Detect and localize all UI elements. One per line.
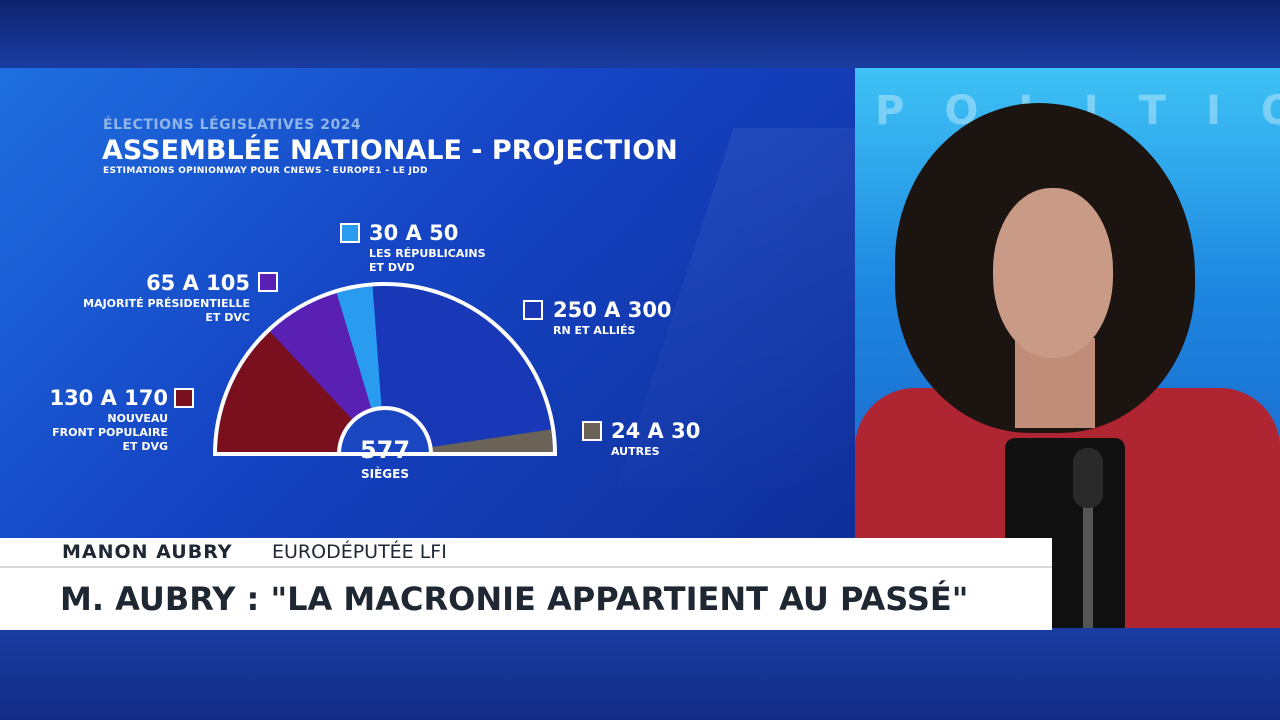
legend-value: 250 A 300 <box>553 298 672 322</box>
legend-party: RN ET ALLIÉS <box>553 324 672 338</box>
hemicycle-segment <box>336 286 382 410</box>
guest-face <box>993 188 1113 358</box>
legend-swatch <box>258 272 278 292</box>
legend-party: LES RÉPUBLICAINS ET DVD <box>369 247 486 275</box>
headline-text: M. AUBRY : "LA MACRONIE APPARTIENT AU PA… <box>60 580 969 618</box>
legend-value: 130 A 170 <box>49 386 168 410</box>
hemicycle-segment <box>217 331 354 454</box>
legend-swatch <box>582 421 602 441</box>
name-bar: MANON AUBRY EURODÉPUTÉE LFI <box>0 538 1052 566</box>
hemicycle-border <box>212 282 558 456</box>
legend-party-line: MAJORITÉ PRÉSIDENTIELLE <box>83 297 250 310</box>
legend-party: MAJORITÉ PRÉSIDENTIELLE ET DVC <box>60 297 250 325</box>
legend-party: NOUVEAU FRONT POPULAIRE ET DVG <box>30 412 168 454</box>
chart-subtitle: ESTIMATIONS OPINIONWAY POUR CNEWS - EURO… <box>103 166 428 176</box>
hemicycle-segment <box>372 285 552 448</box>
legend-value: 30 A 50 <box>369 221 459 245</box>
legend-lr: 30 A 50 LES RÉPUBLICAINS ET DVD <box>369 221 486 275</box>
legend-party-line: NOUVEAU <box>107 412 168 425</box>
guest-role: EURODÉPUTÉE LFI <box>272 541 447 563</box>
legend-party-line: ET DVG <box>122 440 168 453</box>
hemicycle-segment <box>430 429 553 454</box>
legend-party-line: ET DVD <box>369 261 415 274</box>
studio-video: POLITIQU <box>855 68 1280 628</box>
legend-party-line: FRONT POPULAIRE <box>52 426 168 439</box>
legend-swatch <box>340 223 360 243</box>
bottom-band <box>0 628 1280 720</box>
total-seats-label: SIÈGES <box>361 466 409 481</box>
legend-swatch <box>174 388 194 408</box>
legend-party-line: LES RÉPUBLICAINS <box>369 247 486 260</box>
chart-supertitle: ÉLECTIONS LÉGISLATIVES 2024 <box>103 117 362 133</box>
legend-majorite: 65 A 105 MAJORITÉ PRÉSIDENTIELLE ET DVC <box>60 271 250 325</box>
legend-rn: 250 A 300 RN ET ALLIÉS <box>553 298 672 338</box>
legend-party-line: AUTRES <box>611 445 660 458</box>
microphone-stand <box>1083 488 1093 628</box>
legend-autres: 24 A 30 AUTRES <box>611 419 700 459</box>
legend-party-line: ET DVC <box>205 311 250 324</box>
legend-party: AUTRES <box>611 445 700 459</box>
hemicycle-hub <box>336 406 434 456</box>
legend-value: 24 A 30 <box>611 419 701 443</box>
headline-bar: M. AUBRY : "LA MACRONIE APPARTIENT AU PA… <box>0 566 1052 630</box>
hemicycle-segment <box>269 293 372 421</box>
microphone-icon <box>1073 448 1103 508</box>
top-band <box>0 0 1280 68</box>
legend-value: 65 A 105 <box>146 271 250 295</box>
chart-title: ASSEMBLÉE NATIONALE - PROJECTION <box>102 135 678 166</box>
total-seats-value: 577 <box>360 436 410 464</box>
legend-nfp: 130 A 170 NOUVEAU FRONT POPULAIRE ET DVG <box>30 386 168 454</box>
legend-swatch <box>523 300 543 320</box>
guest-name: MANON AUBRY <box>62 541 233 563</box>
legend-party-line: RN ET ALLIÉS <box>553 324 636 337</box>
